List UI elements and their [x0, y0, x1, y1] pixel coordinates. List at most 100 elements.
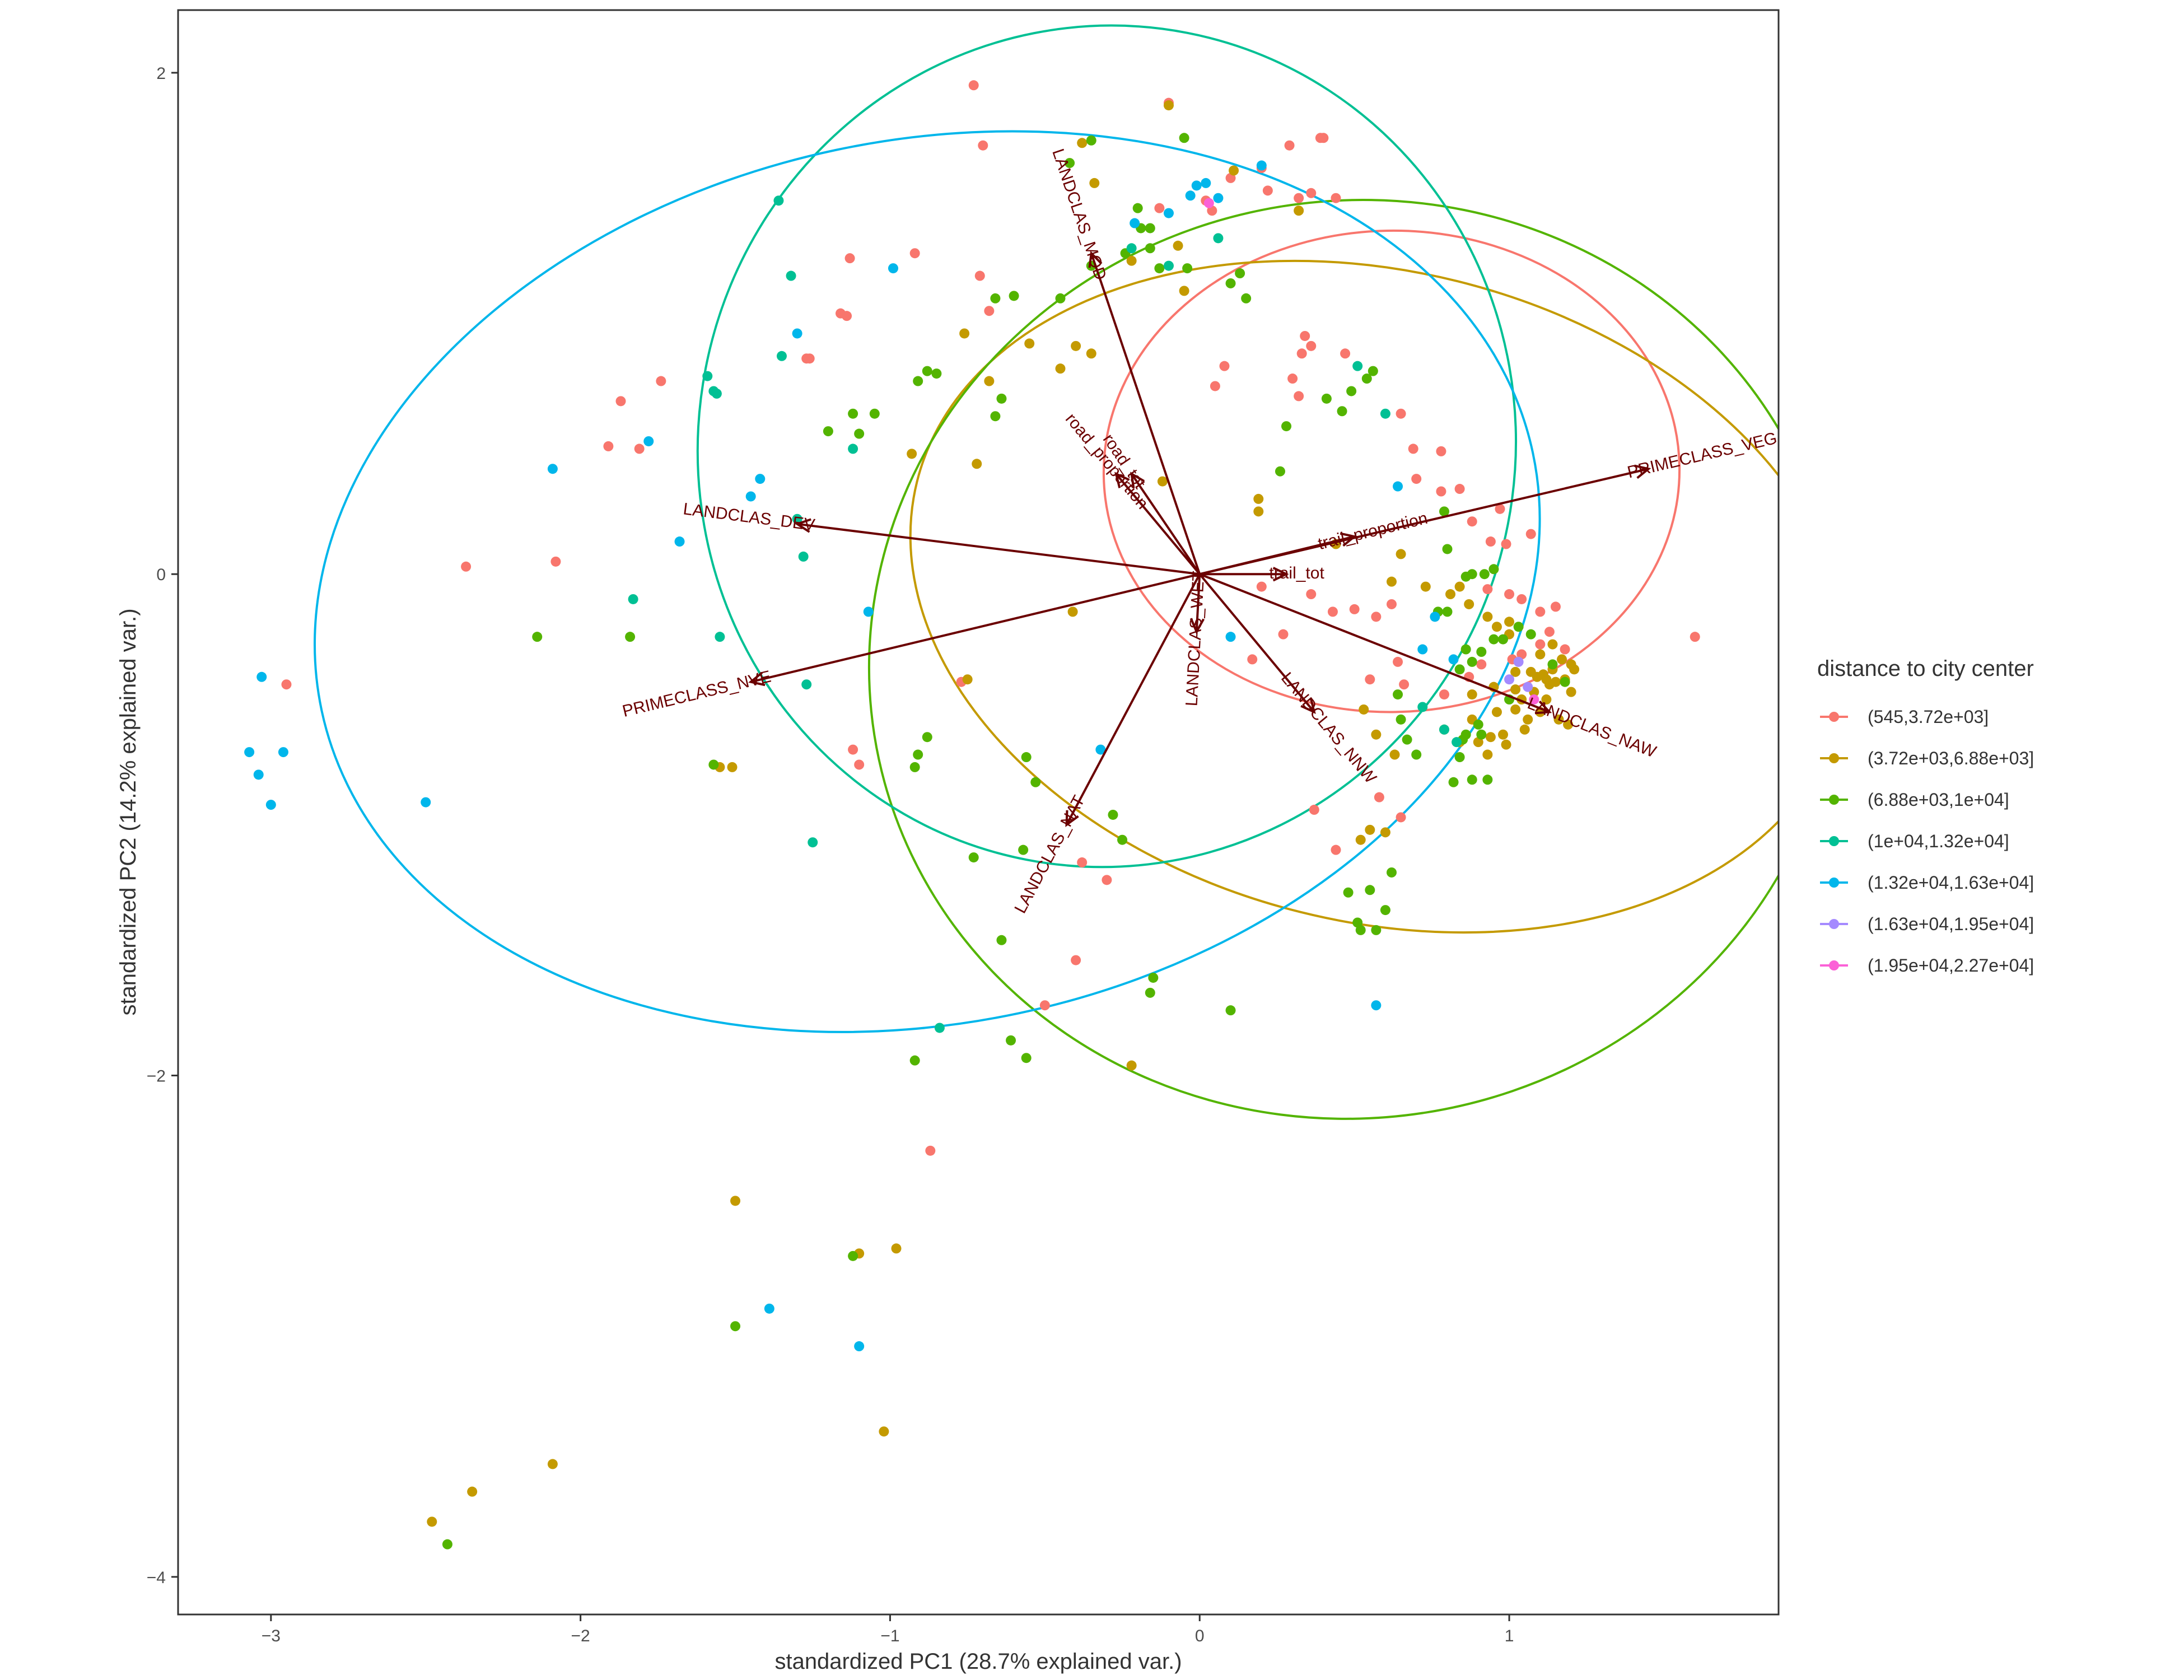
data-point: [1256, 581, 1267, 592]
data-point: [823, 426, 833, 437]
data-point: [1436, 486, 1446, 497]
data-point: [1510, 666, 1521, 677]
loading-arrow: [1199, 535, 1355, 576]
data-point: [798, 551, 809, 562]
data-point: [1411, 474, 1422, 484]
data-point: [1374, 792, 1384, 802]
data-point: [1467, 656, 1477, 667]
data-point: [1343, 887, 1354, 898]
data-point: [1126, 243, 1137, 254]
loading-arrow: [1090, 253, 1201, 575]
data-point: [869, 408, 880, 419]
data-point: [907, 449, 917, 459]
data-point: [913, 376, 923, 386]
data-point: [1241, 293, 1252, 304]
data-point: [1331, 193, 1341, 203]
data-point: [628, 594, 638, 604]
legend-key-point: [1829, 919, 1839, 929]
data-point: [278, 747, 288, 758]
data-point: [1452, 737, 1462, 748]
data-point: [1448, 777, 1459, 787]
data-point: [427, 1516, 437, 1527]
data-point: [1235, 268, 1245, 279]
data-point: [1380, 905, 1390, 916]
data-point: [996, 393, 1007, 404]
data-point: [1396, 408, 1406, 419]
data-point: [1275, 466, 1285, 477]
data-point: [1485, 536, 1496, 547]
data-point: [1030, 777, 1041, 787]
data-point: [909, 1055, 920, 1066]
data-point: [1380, 827, 1390, 838]
data-point: [1284, 140, 1295, 151]
x-tick-label: −1: [880, 1627, 899, 1645]
data-point: [1086, 135, 1096, 146]
data-point: [730, 1196, 741, 1206]
data-point: [547, 1459, 558, 1469]
data-point: [1690, 632, 1700, 642]
data-point: [1460, 571, 1471, 582]
data-point: [1386, 576, 1397, 587]
data-point: [1145, 223, 1155, 234]
data-point: [1482, 612, 1493, 622]
loading-label: trail_tot: [1269, 564, 1324, 582]
data-point: [808, 837, 818, 848]
y-tick-label: −2: [147, 1067, 166, 1086]
data-point: [1213, 193, 1224, 203]
legend-entry-label: (1.32e+04,1.63e+04]: [1868, 872, 2034, 893]
data-point: [625, 632, 636, 642]
legend-entry-label: (1.63e+04,1.95e+04]: [1868, 914, 2034, 934]
data-point: [1306, 188, 1317, 198]
loading-arrow: [1115, 473, 1201, 575]
loading-arrowhead: [1114, 472, 1130, 488]
data-point: [461, 561, 472, 572]
data-point: [996, 935, 1007, 945]
data-point: [925, 1145, 936, 1156]
data-point: [1306, 589, 1317, 600]
data-point: [1439, 506, 1449, 517]
data-point: [1095, 744, 1106, 755]
data-point: [1318, 133, 1329, 143]
data-point: [848, 408, 858, 419]
data-point: [1396, 812, 1406, 823]
data-point: [1294, 206, 1304, 216]
loading-arrowhead: [1300, 697, 1316, 714]
group-ellipse: [696, 24, 1517, 869]
data-point: [844, 253, 855, 264]
data-point: [1454, 581, 1465, 592]
data-point: [1454, 484, 1465, 494]
loading-arrow: [1065, 573, 1201, 825]
data-point: [913, 749, 923, 760]
data-point: [256, 671, 267, 682]
data-point: [836, 308, 846, 319]
data-point: [968, 80, 979, 91]
data-point: [1408, 444, 1418, 454]
data-point: [1547, 639, 1558, 650]
data-point: [990, 293, 1001, 304]
data-point: [801, 353, 812, 364]
legend-key-point: [1829, 960, 1839, 970]
data-point: [1185, 190, 1196, 201]
legend-key-point: [1829, 753, 1839, 763]
loading-arrowhead: [1065, 810, 1079, 827]
data-point: [1253, 493, 1264, 504]
data-point: [1117, 834, 1128, 845]
data-point: [922, 732, 932, 743]
data-point: [1525, 529, 1536, 539]
data-point: [532, 632, 543, 642]
data-point: [656, 376, 666, 386]
data-point: [962, 674, 973, 685]
data-point: [674, 536, 685, 547]
data-point: [1287, 374, 1298, 384]
data-point: [854, 1341, 865, 1352]
data-point: [1163, 100, 1174, 111]
loading-arrowhead: [1189, 618, 1205, 634]
data-point: [1359, 704, 1369, 715]
legend-title: distance to city center: [1817, 656, 2034, 681]
data-point: [959, 328, 970, 339]
loading-arrow: [1198, 573, 1315, 713]
data-point: [1039, 1000, 1050, 1011]
data-point: [1365, 674, 1375, 685]
data-point: [1145, 987, 1155, 998]
data-point: [848, 1250, 858, 1261]
